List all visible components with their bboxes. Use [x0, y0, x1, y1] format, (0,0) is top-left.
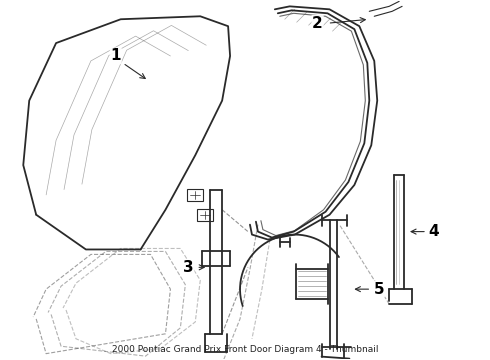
Text: 4: 4 [429, 224, 439, 239]
Text: 1: 1 [110, 49, 121, 63]
FancyBboxPatch shape [187, 189, 203, 201]
Text: 2: 2 [312, 16, 323, 31]
Text: 2000 Pontiac Grand Prix Front Door Diagram 4 - Thumbnail: 2000 Pontiac Grand Prix Front Door Diagr… [112, 345, 378, 354]
FancyBboxPatch shape [197, 209, 213, 221]
Text: 5: 5 [374, 282, 385, 297]
Text: 3: 3 [183, 260, 194, 275]
